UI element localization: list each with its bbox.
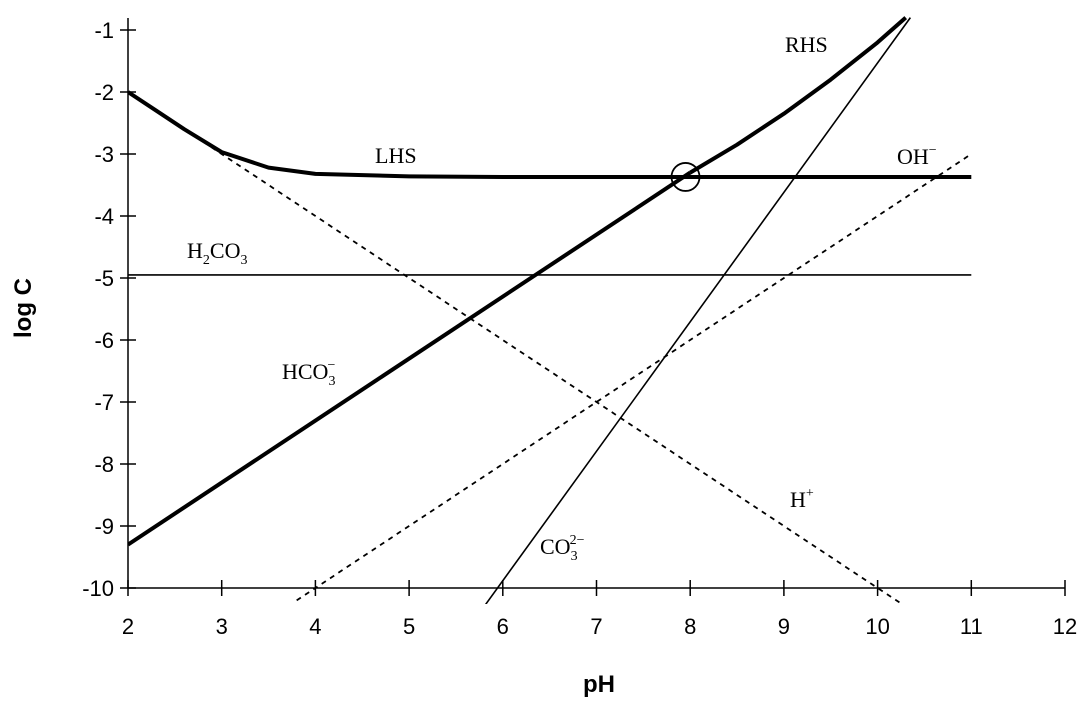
rhs-label: RHS (785, 32, 828, 57)
y-tick-label: -4 (94, 204, 114, 229)
y-tick-label: -6 (94, 328, 114, 353)
y-tick-label: -5 (94, 266, 114, 291)
x-axis-title: pH (583, 671, 615, 698)
hco3-label-part: 3 (328, 374, 335, 389)
x-tick-label: 7 (590, 614, 602, 639)
y-tick-label: -2 (94, 80, 114, 105)
y-tick-label: -1 (94, 18, 114, 43)
x-tick-label: 5 (403, 614, 415, 639)
x-tick-label: 4 (309, 614, 321, 639)
co3-label-part: CO (540, 534, 571, 559)
h2co3-label-part: CO (210, 238, 241, 263)
hco3-label: HCO3− (282, 358, 335, 389)
y-axis-title: log C (10, 278, 37, 338)
y-tick-label: -9 (94, 514, 114, 539)
hco3-label-part: HCO (282, 359, 328, 384)
x-tick-label: 2 (122, 614, 134, 639)
lhs-label: LHS (375, 143, 417, 168)
rhs-label-part: RHS (785, 32, 828, 57)
h2co3-label: H2CO3 (187, 238, 247, 268)
x-tick-label: 9 (778, 614, 790, 639)
oh-minus-label: OH− (897, 143, 937, 169)
x-tick-label: 11 (960, 614, 983, 639)
h2co3-label-part: 2 (203, 253, 210, 268)
h2co3-label-part: 3 (240, 253, 247, 268)
y-tick-label: -10 (82, 576, 114, 601)
x-tick-label: 12 (1053, 614, 1077, 639)
co3-line (484, 18, 910, 607)
co3-label-part: 2− (570, 533, 585, 548)
co3-label: CO32− (540, 533, 585, 564)
hco3-line (128, 173, 690, 545)
oh-minus-label-part: − (929, 143, 937, 158)
h-plus-line (128, 92, 906, 607)
co3-label-part: 3 (571, 549, 578, 564)
x-tick-label: 8 (684, 614, 696, 639)
y-tick-label: -3 (94, 142, 114, 167)
h-plus-label: H+ (790, 486, 814, 512)
lhs-label-part: LHS (375, 143, 417, 168)
lhs-curve (128, 92, 971, 177)
y-tick-label: -7 (94, 390, 114, 415)
h-plus-label-part: H (790, 487, 806, 512)
x-tick-label: 10 (865, 614, 889, 639)
h-plus-label-part: + (806, 486, 814, 501)
h2co3-label-part: H (187, 238, 203, 263)
series-lines (128, 18, 971, 607)
x-tick-label: 6 (497, 614, 509, 639)
x-tick-label: 3 (216, 614, 228, 639)
hco3-label-part: − (327, 358, 335, 373)
oh-minus-label-part: OH (897, 144, 929, 169)
y-tick-label: -8 (94, 452, 114, 477)
oh-minus-line (297, 154, 972, 600)
